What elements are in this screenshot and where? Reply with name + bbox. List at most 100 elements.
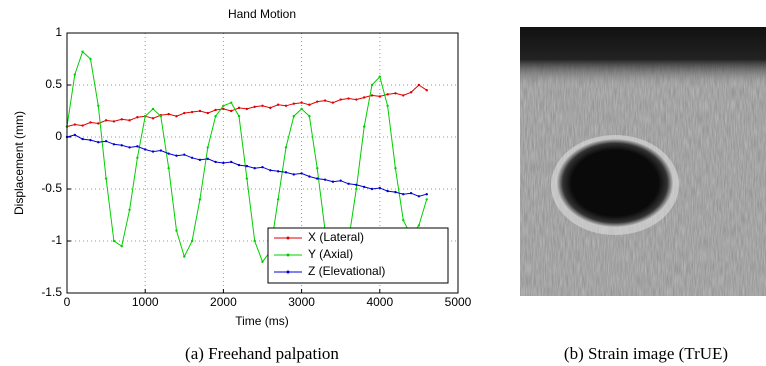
data-point <box>152 117 154 119</box>
x-tick-label: 0 <box>64 295 71 309</box>
data-point <box>81 124 83 126</box>
data-point <box>128 119 130 121</box>
strain-image <box>520 27 766 296</box>
data-point <box>230 161 232 163</box>
data-point <box>175 229 177 231</box>
caption: (b) Strain image (TrUE) <box>564 344 728 363</box>
data-point <box>167 167 169 169</box>
data-point <box>136 116 138 118</box>
data-point <box>222 108 224 110</box>
data-point <box>293 103 295 105</box>
data-point <box>386 105 388 107</box>
data-point <box>191 157 193 159</box>
data-point <box>363 125 365 127</box>
data-point <box>113 143 115 145</box>
data-point <box>89 121 91 123</box>
data-point <box>230 110 232 112</box>
data-point <box>277 170 279 172</box>
data-point <box>285 146 287 148</box>
data-point <box>277 198 279 200</box>
data-point <box>394 92 396 94</box>
y-tick-label: -1.5 <box>41 285 62 299</box>
data-point <box>371 84 373 86</box>
data-point <box>167 113 169 115</box>
data-point <box>113 120 115 122</box>
data-point <box>363 96 365 98</box>
data-point <box>355 184 357 186</box>
data-point <box>175 155 177 157</box>
data-point <box>199 110 201 112</box>
data-point <box>167 152 169 154</box>
data-point <box>89 58 91 60</box>
data-point <box>347 97 349 99</box>
data-point <box>89 139 91 141</box>
data-point <box>269 169 271 171</box>
data-point <box>386 190 388 192</box>
x-tick-label: 1000 <box>132 295 159 309</box>
data-point <box>340 179 342 181</box>
data-point <box>426 193 428 195</box>
data-point <box>402 219 404 221</box>
data-point <box>214 115 216 117</box>
x-tick-label: 3000 <box>288 295 315 309</box>
data-point <box>238 107 240 109</box>
y-tick-label: -1 <box>51 233 62 247</box>
data-point <box>222 105 224 107</box>
data-point <box>199 198 201 200</box>
data-point <box>144 148 146 150</box>
y-axis-label: Displacement (mm) <box>12 111 26 215</box>
y-tick-label: 0 <box>55 129 62 143</box>
data-point <box>81 138 83 140</box>
data-point <box>418 224 420 226</box>
data-point <box>285 105 287 107</box>
data-point <box>379 95 381 97</box>
data-point <box>261 261 263 263</box>
legend-marker <box>287 254 290 257</box>
y-tick-label: 1 <box>55 25 62 39</box>
data-point <box>160 149 162 151</box>
data-point <box>207 112 209 114</box>
data-point <box>394 167 396 169</box>
data-point <box>136 145 138 147</box>
data-point <box>371 188 373 190</box>
data-point <box>277 104 279 106</box>
data-point <box>214 109 216 111</box>
data-point <box>253 106 255 108</box>
data-point <box>152 150 154 152</box>
data-point <box>308 115 310 117</box>
caption: (a) Freehand palpation <box>185 344 339 363</box>
data-point <box>418 84 420 86</box>
data-point <box>324 99 326 101</box>
y-tick-label: 0.5 <box>45 77 62 91</box>
data-point <box>316 177 318 179</box>
data-point <box>379 75 381 77</box>
page: {"chart_data": {"type": "line", "title":… <box>0 0 766 366</box>
data-point <box>261 166 263 168</box>
data-point <box>355 98 357 100</box>
data-point <box>363 186 365 188</box>
data-point <box>246 177 248 179</box>
data-point <box>246 108 248 110</box>
data-point <box>394 191 396 193</box>
data-point <box>113 240 115 242</box>
data-point <box>386 93 388 95</box>
data-point <box>246 165 248 167</box>
data-point <box>160 115 162 117</box>
data-point <box>199 159 201 161</box>
data-point <box>230 101 232 103</box>
data-point <box>74 134 76 136</box>
legend-label: Y (Axial) <box>308 247 353 261</box>
data-point <box>121 245 123 247</box>
data-point <box>324 178 326 180</box>
x-tick-label: 4000 <box>366 295 393 309</box>
data-point <box>183 153 185 155</box>
data-point <box>300 172 302 174</box>
data-point <box>402 193 404 195</box>
data-point <box>152 108 154 110</box>
data-point <box>402 94 404 96</box>
data-point <box>261 105 263 107</box>
data-point <box>207 158 209 160</box>
data-point <box>238 115 240 117</box>
data-point <box>191 240 193 242</box>
data-point <box>340 98 342 100</box>
